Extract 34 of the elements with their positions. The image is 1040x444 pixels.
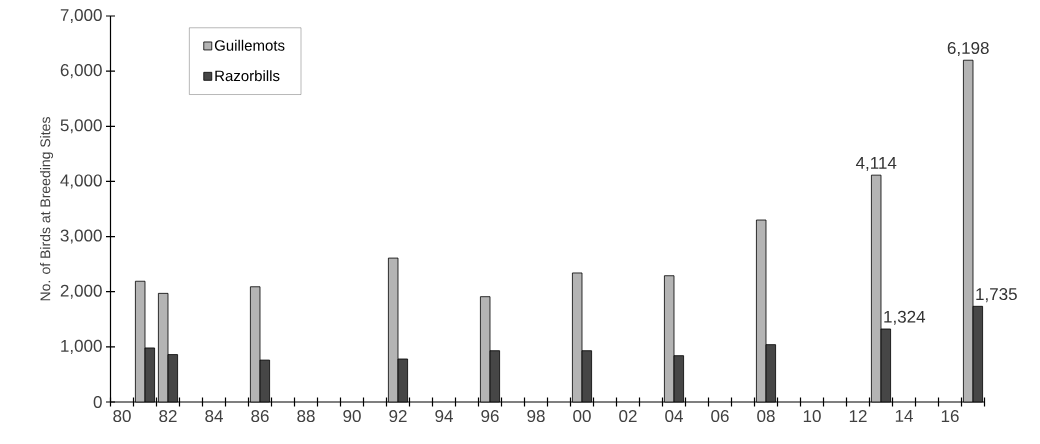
x-tick-label: 90 (343, 410, 361, 423)
y-tick-label: 6,000 (60, 64, 102, 79)
y-tick-label: 0 (93, 395, 102, 409)
y-tick-label: 7,000 (60, 8, 102, 24)
x-tick-label: 84 (205, 410, 223, 423)
x-tick-label: 14 (895, 410, 913, 422)
x-tick-label: 10 (803, 410, 821, 423)
x-tick-label: 86 (251, 410, 269, 423)
x-tick-label: 96 (481, 410, 499, 423)
data-label: 4,114 (855, 157, 897, 171)
x-tick-label: 12 (849, 410, 867, 422)
y-tick-label: 2,000 (60, 284, 102, 299)
x-tick-label: 00 (573, 410, 591, 423)
x-tick-label: 92 (389, 410, 407, 423)
legend-label: Guillemots (214, 39, 285, 51)
y-tick-label: 5,000 (60, 119, 102, 134)
x-tick-label: 06 (711, 410, 729, 423)
data-label: 1,324 (884, 310, 926, 325)
y-axis-title: No. of Birds at Breeding Sites (40, 117, 54, 301)
data-label: 1,735 (976, 288, 1017, 303)
x-tick-label: 94 (435, 410, 453, 423)
x-tick-label: 82 (159, 410, 177, 423)
x-tick-label: 08 (757, 410, 775, 423)
y-tick-label: 1,000 (61, 339, 102, 354)
x-tick-label: 04 (665, 410, 683, 423)
data-label: 6,198 (947, 41, 989, 57)
x-tick-label: 02 (619, 410, 637, 423)
x-tick-label: 16 (941, 410, 959, 423)
y-tick-label: 4,000 (60, 174, 102, 189)
legend-label: Razorbills (215, 70, 280, 82)
y-tick-label: 3,000 (60, 229, 102, 244)
x-tick-label: 98 (527, 410, 545, 423)
x-tick-label: 88 (297, 410, 315, 423)
x-tick-label: 80 (113, 410, 131, 423)
